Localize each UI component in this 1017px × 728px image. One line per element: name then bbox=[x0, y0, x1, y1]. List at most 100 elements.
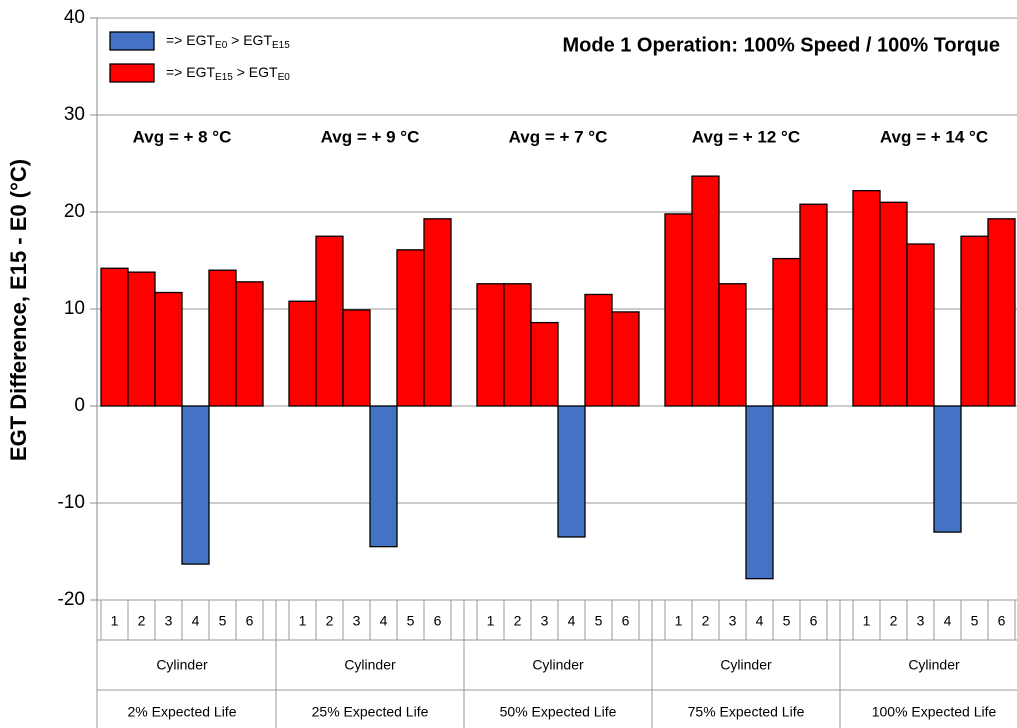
bar bbox=[503, 283, 532, 407]
group-label: 75% Expected Life bbox=[688, 704, 805, 720]
x-tick-label: 2 bbox=[514, 613, 522, 629]
x-tick-label: 3 bbox=[917, 613, 925, 629]
x-tick-label: 4 bbox=[568, 613, 576, 629]
annotation: Avg = + 8 °C bbox=[133, 127, 232, 146]
x-tick-label: 3 bbox=[729, 613, 737, 629]
legend-subscript: E15 bbox=[215, 72, 233, 83]
bar bbox=[530, 321, 559, 407]
legend-swatch bbox=[109, 31, 155, 51]
y-axis-label: EGT Difference, E15 - E0 (°C) bbox=[6, 159, 31, 461]
annotation: Avg = + 7 °C bbox=[509, 127, 608, 146]
bar bbox=[745, 405, 774, 580]
bar bbox=[852, 190, 881, 407]
bar bbox=[315, 235, 344, 407]
y-tick-label: 40 bbox=[64, 7, 85, 28]
x-tick-label: 6 bbox=[246, 613, 254, 629]
annotation-bg bbox=[295, 124, 445, 152]
x-tick-label: 2 bbox=[138, 613, 146, 629]
bar bbox=[772, 257, 801, 407]
legend-subscript: E0 bbox=[215, 40, 228, 51]
bar bbox=[987, 218, 1016, 407]
x-tick-label: 1 bbox=[299, 613, 307, 629]
legend-text: => EGT bbox=[166, 32, 215, 48]
x-tick-label: 1 bbox=[111, 613, 119, 629]
annotation: Avg = + 14 °C bbox=[880, 127, 988, 146]
annotation-bg bbox=[107, 124, 257, 152]
x-tick-label: 5 bbox=[595, 613, 603, 629]
bar bbox=[423, 218, 452, 407]
legend-subscript: E0 bbox=[278, 72, 291, 83]
bar bbox=[691, 175, 720, 407]
x-tick-label: 6 bbox=[622, 613, 630, 629]
legend-subscript: E15 bbox=[272, 40, 290, 51]
bar bbox=[235, 281, 264, 407]
legend-text: > EGT bbox=[233, 64, 278, 80]
legend-text: => EGT bbox=[166, 64, 215, 80]
y-tick-label: -10 bbox=[58, 492, 85, 513]
bar bbox=[799, 203, 828, 407]
y-tick-label: -20 bbox=[58, 589, 85, 610]
x-tick-label: 6 bbox=[434, 613, 442, 629]
bar bbox=[584, 293, 613, 407]
legend-text: > EGT bbox=[227, 32, 272, 48]
x-tick-label: 4 bbox=[380, 613, 388, 629]
x-tick-label: 3 bbox=[353, 613, 361, 629]
annotation-bg bbox=[671, 124, 821, 152]
bar bbox=[181, 405, 210, 565]
bar bbox=[127, 271, 156, 407]
bar bbox=[664, 213, 693, 407]
x-tick-label: 4 bbox=[192, 613, 200, 629]
x-tick-label: 5 bbox=[407, 613, 415, 629]
x-tick-label: 2 bbox=[702, 613, 710, 629]
legend-label: => EGTE15 > EGTE0 bbox=[166, 64, 290, 83]
x-tick-label: 1 bbox=[863, 613, 871, 629]
bar bbox=[288, 300, 317, 407]
bar bbox=[369, 405, 398, 548]
bar bbox=[611, 311, 640, 407]
group-sublabel: Cylinder bbox=[532, 657, 584, 673]
annotation: Avg = + 9 °C bbox=[321, 127, 420, 146]
x-tick-label: 6 bbox=[810, 613, 818, 629]
x-tick-label: 1 bbox=[487, 613, 495, 629]
bar bbox=[396, 249, 425, 407]
group-label: 50% Expected Life bbox=[500, 704, 617, 720]
chart-title: Mode 1 Operation: 100% Speed / 100% Torq… bbox=[562, 34, 1000, 56]
y-tick-label: 0 bbox=[74, 395, 85, 416]
x-tick-label: 4 bbox=[756, 613, 764, 629]
bar bbox=[718, 283, 747, 407]
bar bbox=[557, 405, 586, 538]
legend-swatch bbox=[109, 63, 155, 83]
bar bbox=[208, 269, 237, 407]
x-tick-label: 2 bbox=[890, 613, 898, 629]
x-tick-label: 6 bbox=[998, 613, 1006, 629]
y-tick-label: 20 bbox=[64, 201, 85, 222]
bar bbox=[906, 243, 935, 407]
title-bg bbox=[448, 28, 1013, 64]
bar bbox=[342, 309, 371, 407]
annotation-bg bbox=[859, 124, 1009, 152]
legend-label: => EGTE0 > EGTE15 bbox=[166, 32, 290, 51]
group-sublabel: Cylinder bbox=[156, 657, 208, 673]
annotation-bg bbox=[483, 124, 633, 152]
group-label: 25% Expected Life bbox=[312, 704, 429, 720]
x-tick-label: 5 bbox=[783, 613, 791, 629]
bar bbox=[879, 201, 908, 407]
group-sublabel: Cylinder bbox=[908, 657, 960, 673]
y-tick-label: 30 bbox=[64, 104, 85, 125]
x-tick-label: 3 bbox=[541, 613, 549, 629]
group-sublabel: Cylinder bbox=[344, 657, 396, 673]
group-label: 100% Expected Life bbox=[872, 704, 997, 720]
bar bbox=[933, 405, 962, 533]
x-tick-label: 4 bbox=[944, 613, 952, 629]
y-tick-label: 10 bbox=[64, 298, 85, 319]
x-tick-label: 3 bbox=[165, 613, 173, 629]
bar bbox=[960, 235, 989, 407]
x-tick-label: 1 bbox=[675, 613, 683, 629]
x-tick-label: 5 bbox=[971, 613, 979, 629]
group-sublabel: Cylinder bbox=[720, 657, 772, 673]
x-tick-label: 5 bbox=[219, 613, 227, 629]
bar bbox=[100, 267, 129, 407]
annotation: Avg = + 12 °C bbox=[692, 127, 800, 146]
bar bbox=[476, 283, 505, 407]
